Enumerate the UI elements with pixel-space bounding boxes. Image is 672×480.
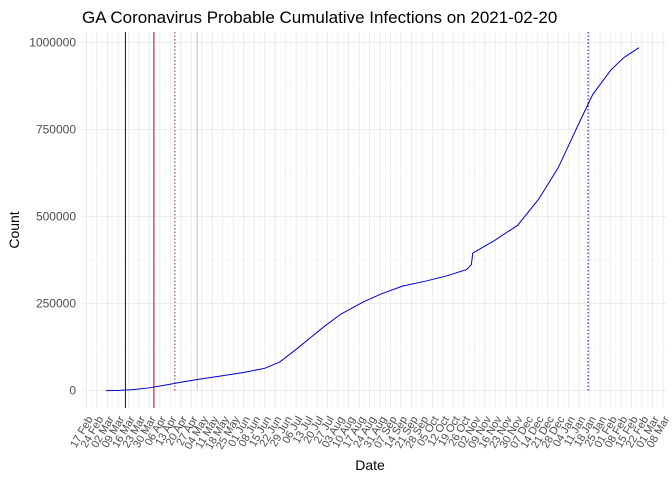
grid [82,32,666,408]
reference-lines [124,32,589,408]
x-axis-title: Date [355,457,385,473]
y-axis-ticks: 0 250000 500000 750000 1000000 [29,35,76,397]
y-tick-label: 1000000 [29,35,76,49]
chart-title: GA Coronavirus Probable Cumulative Infec… [82,8,557,27]
y-tick-label: 0 [69,384,76,398]
series-layer [105,47,640,392]
series-line-1 [105,47,640,392]
y-axis-title: Count [6,211,22,248]
y-tick-label: 500000 [36,210,76,224]
y-tick-label: 750000 [36,122,76,136]
y-tick-label: 250000 [36,297,76,311]
